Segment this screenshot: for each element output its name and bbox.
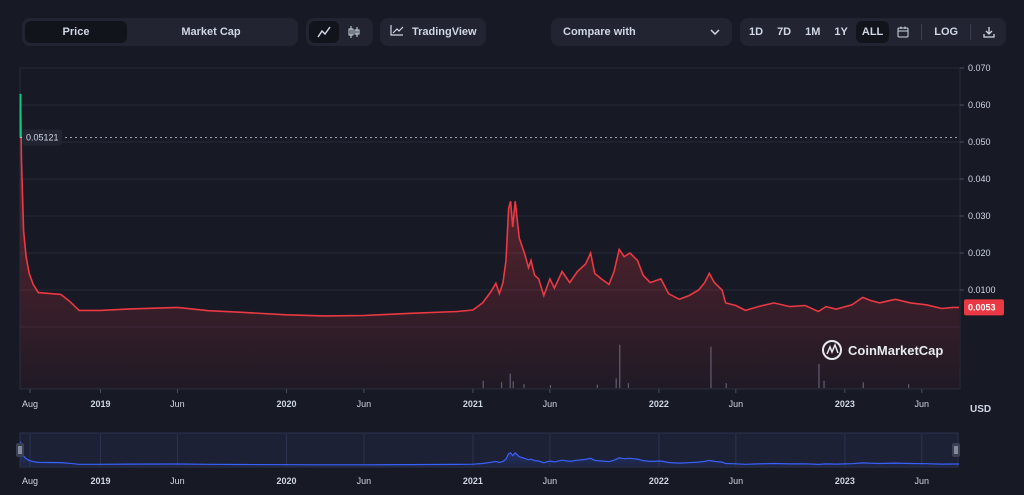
y-tick-label: 0.030: [968, 211, 991, 221]
view-toggle: Price Market Cap: [22, 18, 298, 46]
x-axis: Aug 2019 Jun 2020 Jun 2021 Jun 2022 Jun 2023 Jun: [22, 389, 929, 409]
grid-lines: [19, 67, 961, 390]
tradingview-label: TradingView: [412, 26, 477, 38]
tradingview-icon: [390, 23, 404, 41]
candlestick-icon[interactable]: [339, 21, 369, 43]
range-7d[interactable]: 7D: [777, 26, 792, 38]
x-tick-label: 2022: [649, 399, 669, 409]
range-divider: [970, 24, 972, 40]
current-price-text: 0.0053: [968, 302, 996, 312]
navigator-tick-label: Jun: [543, 476, 558, 486]
navigator-tick-label: Jun: [170, 476, 185, 486]
navigator-tick-label: 2021: [463, 476, 483, 486]
range-1y[interactable]: 1Y: [834, 26, 848, 38]
navigator-tick-label: 2022: [649, 476, 669, 486]
compare-label: Compare with: [563, 26, 636, 38]
high-price-text: 0.05121: [26, 133, 59, 143]
x-tick-label: Jun: [170, 399, 185, 409]
navigator-tick-label: Aug: [22, 476, 38, 486]
range-selector: 1D 7D 1M 1Y ALL LOG: [740, 18, 1006, 46]
y-tick-label: 0.020: [968, 248, 991, 258]
chevron-down-icon: [710, 26, 720, 38]
price-area: [20, 93, 959, 390]
x-tick-label: Jun: [357, 399, 372, 409]
compare-dropdown[interactable]: Compare with: [551, 18, 732, 46]
x-tick-label: Jun: [915, 399, 930, 409]
x-tick-label: 2020: [276, 399, 296, 409]
x-tick-label: Jun: [543, 399, 558, 409]
range-1m[interactable]: 1M: [805, 26, 821, 38]
x-tick-label: 2023: [835, 399, 855, 409]
navigator-handle-left[interactable]: [16, 443, 24, 457]
x-tick-label: Aug: [22, 399, 38, 409]
current-price-badge: 0.0053: [964, 299, 1004, 316]
range-divider: [921, 24, 923, 40]
range-all[interactable]: ALL: [855, 21, 890, 43]
chart-style-toggle: [306, 18, 373, 46]
y-tick-label: 0.0100: [968, 285, 996, 295]
navigator-handle-right[interactable]: [952, 443, 960, 457]
tradingview-button[interactable]: TradingView: [380, 18, 486, 46]
coinmarketcap-logo: CoinMarketCap: [822, 340, 943, 360]
line-chart-icon[interactable]: [309, 21, 339, 43]
tab-market-cap[interactable]: Market Cap: [181, 26, 241, 38]
navigator-tick-label: 2019: [90, 476, 110, 486]
navigator-tick-label: Jun: [729, 476, 744, 486]
y-tick-label: 0.050: [968, 137, 991, 147]
price-line: [19, 93, 959, 317]
brand-name: CoinMarketCap: [848, 343, 943, 358]
high-price-label: 0.05121: [22, 129, 62, 146]
x-tick-label: 2019: [90, 399, 110, 409]
navigator-tick-label: Jun: [357, 476, 372, 486]
x-tick-label: Jun: [729, 399, 744, 409]
navigator-panel[interactable]: [19, 432, 959, 468]
y-tick-label: 0.040: [968, 174, 991, 184]
download-icon[interactable]: [977, 21, 1001, 43]
navigator-tick-label: 2020: [276, 476, 296, 486]
y-tick-label: 0.060: [968, 100, 991, 110]
navigator-tick-label: Jun: [915, 476, 930, 486]
log-toggle[interactable]: LOG: [934, 26, 959, 38]
navigator-line: [19, 441, 959, 466]
y-tick-label: 0.070: [968, 63, 991, 73]
tab-price[interactable]: Price: [25, 21, 127, 43]
calendar-icon[interactable]: [891, 21, 915, 43]
navigator-x-axis: Aug 2019 Jun 2020 Jun 2021 Jun 2022 Jun 2023 Jun: [22, 476, 929, 486]
range-1d[interactable]: 1D: [749, 26, 764, 38]
x-tick-label: 2021: [463, 399, 483, 409]
navigator-tick-label: 2023: [835, 476, 855, 486]
y-axis: 0.0100 0.020 0.030 0.040 0.050 0.060 0.070: [960, 63, 996, 295]
currency-label: USD: [970, 404, 991, 415]
